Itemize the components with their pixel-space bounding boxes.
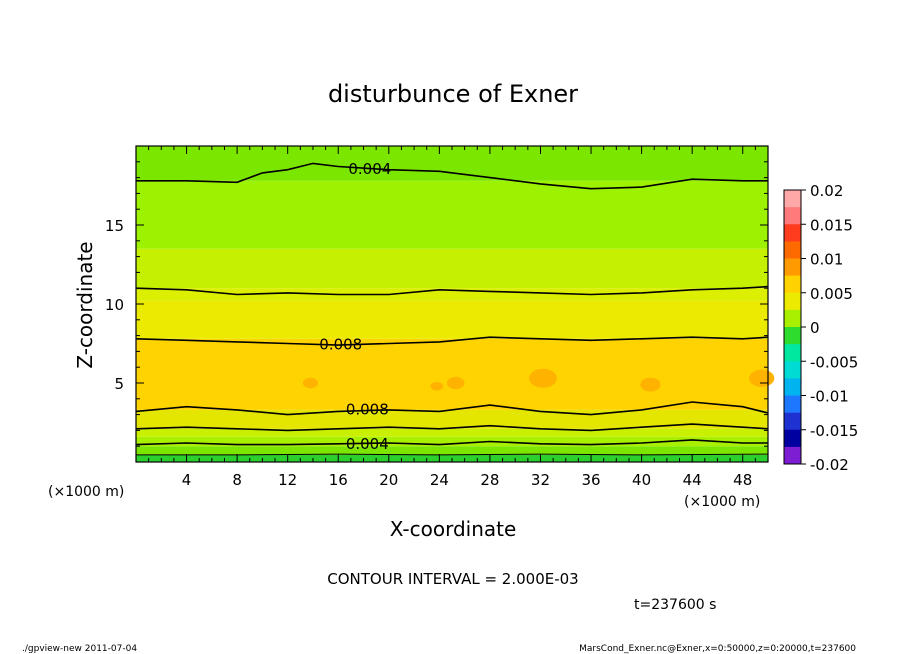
contour-labels: 0.004 0.008 0.008 0.004: [319, 160, 391, 453]
colorbar-swatch-13: [784, 412, 801, 431]
colorbar-swatch-9: [784, 344, 801, 362]
contour-line-2: [135, 336, 769, 346]
colorbar-swatch-1: [784, 207, 801, 225]
x-tick-label-28: 28: [480, 471, 499, 489]
contour-line-5: [135, 439, 768, 446]
colorbar-label-7: -0.015: [810, 422, 858, 440]
footer-right: MarsCond_Exner.nc@Exner,x=0:50000,z=0:20…: [579, 644, 856, 654]
x-axis-label: X-coordinate: [390, 517, 517, 541]
colorbar-swatch-10: [784, 361, 801, 379]
colorbar-swatch-4: [784, 258, 801, 276]
blob-3: [529, 368, 557, 388]
band-10: [136, 146, 768, 181]
colorbar-label-5: -0.005: [810, 353, 858, 371]
x-tick-label-4: 4: [182, 471, 192, 489]
contour-line-3: [135, 401, 769, 416]
contour-label-2: 0.008: [346, 400, 389, 418]
y-tick-label-5: 5: [114, 375, 124, 393]
y-axis-ticks: 5 10 15: [105, 161, 768, 447]
band-5: [136, 338, 768, 410]
y-tick-label-15: 15: [105, 217, 124, 235]
x-unit-left: (×1000 m): [48, 484, 124, 500]
contour-interval: CONTOUR INTERVAL = 2.000E-03: [327, 570, 578, 588]
band-7: [136, 288, 768, 301]
x-unit-right: (×1000 m): [684, 494, 760, 510]
blob-4: [640, 377, 661, 392]
x-tick-label-8: 8: [232, 471, 242, 489]
band-1: [136, 446, 768, 455]
plot-area: 0.004 0.008 0.008 0.004: [135, 145, 775, 463]
band-9: [136, 180, 768, 249]
blob-5: [749, 369, 775, 387]
x-tick-label-44: 44: [683, 471, 702, 489]
colorbar-label-3: 0.005: [810, 285, 853, 303]
y-tick-label-10: 10: [105, 296, 124, 314]
x-tick-label-48: 48: [733, 471, 752, 489]
colorbar-swatch-11: [784, 378, 801, 396]
blob-0: [302, 377, 319, 389]
contour-label-3: 0.004: [346, 435, 389, 453]
colorbar-swatch-8: [784, 327, 801, 345]
colorbar-swatch-14: [784, 429, 801, 448]
blob-2: [446, 376, 465, 390]
x-tick-label-12: 12: [278, 471, 297, 489]
x-tick-label-16: 16: [329, 471, 348, 489]
colorbar-swatch-7: [784, 309, 801, 328]
band-3: [136, 428, 768, 437]
x-tick-label-32: 32: [531, 471, 550, 489]
contour-label-1: 0.008: [319, 336, 362, 354]
x-axis-ticks: 4 8 12 16 20 24 28 32 36 40 44 48: [148, 146, 756, 489]
y-axis-label: Z-coordinate: [73, 241, 97, 368]
colorbar-label-1: 0.015: [810, 216, 853, 234]
chart-title: disturbunce of Exner: [328, 80, 578, 108]
colorbar-swatch-12: [784, 395, 801, 413]
contour-line-0: [136, 162, 768, 190]
colorbar-swatch-0: [784, 190, 801, 208]
band-6: [136, 300, 768, 339]
colorbar-swatch-5: [784, 275, 801, 294]
filled-bands: [136, 146, 768, 462]
colorbar-label-4: 0: [810, 319, 820, 337]
band-8: [136, 248, 768, 289]
contour-label-0: 0.004: [348, 160, 391, 178]
contour-line-1: [135, 285, 769, 296]
x-tick-label-20: 20: [379, 471, 398, 489]
x-tick-label-40: 40: [632, 471, 651, 489]
time-label: t=237600 s: [634, 597, 716, 613]
x-tick-label-36: 36: [581, 471, 600, 489]
colorbar-label-6: -0.01: [810, 388, 849, 406]
colorbar-swatch-15: [784, 446, 801, 465]
contour-line-4: [135, 423, 769, 432]
colorbar-label-2: 0.01: [810, 251, 843, 269]
footer-left: ./gpview-new 2011-07-04: [22, 644, 137, 654]
colorbar: 0.02 0.015 0.01 0.005 0 -0.005 -0.01 -0.015 -0.0…: [783, 182, 858, 474]
colorbar-swatch-2: [784, 224, 801, 242]
colorbar-label-8: -0.02: [810, 456, 849, 474]
blob-1: [430, 381, 444, 391]
band-2: [136, 436, 768, 447]
x-tick-label-24: 24: [430, 471, 449, 489]
colorbar-swatch-3: [784, 241, 801, 259]
colorbar-swatch-6: [784, 292, 801, 311]
colorbar-label-0: 0.02: [810, 182, 843, 200]
